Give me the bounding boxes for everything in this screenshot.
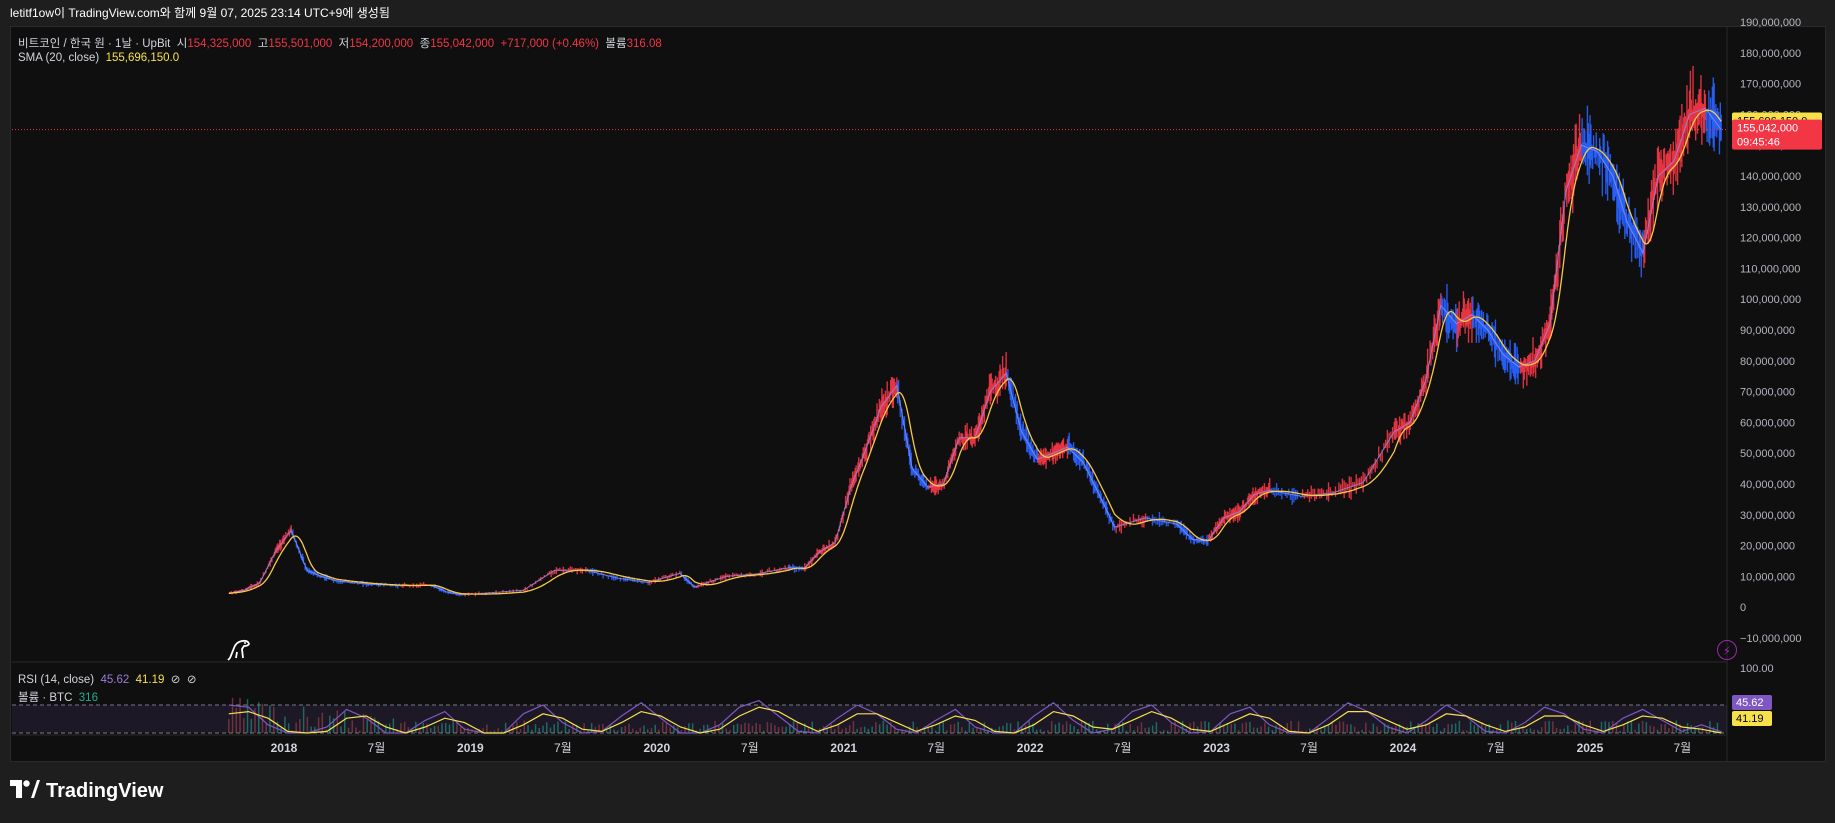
x-tick-label: 2023 [1203, 741, 1230, 755]
x-tick-label: 2022 [1017, 741, 1044, 755]
countdown-label: 09:45:46 [1737, 137, 1780, 149]
dino-icon[interactable] [226, 636, 252, 662]
y-tick-label: 100,000,000 [1740, 294, 1801, 306]
rsi-line [228, 699, 1722, 734]
x-tick-label: 7월 [927, 741, 945, 755]
symbol-title: 비트코인 / 한국 원 · 1날 · UpBit [18, 38, 171, 50]
y-tick-label: 30,000,000 [1740, 510, 1795, 522]
sma-legend[interactable]: SMA (20, close) 155,696,150.0 [18, 52, 179, 64]
rsi-label: RSI (14, close) [18, 674, 95, 686]
x-tick-label: 2018 [271, 741, 298, 755]
symbol-legend[interactable]: 비트코인 / 한국 원 · 1날 · UpBit 시154,325,000 고1… [18, 38, 662, 50]
y-tick-label: 90,000,000 [1740, 325, 1795, 337]
tradingview-brand[interactable]: TradingView [10, 780, 163, 803]
price-badge-label: 155,042,000 [1737, 123, 1798, 135]
y-tick-label: 20,000,000 [1740, 541, 1795, 553]
x-tick-label: 7월 [1300, 741, 1318, 755]
y-tick-label: 60,000,000 [1740, 417, 1795, 429]
y-tick-label: 70,000,000 [1740, 387, 1795, 399]
y-tick-label: 40,000,000 [1740, 479, 1795, 491]
x-tick-label: 2021 [830, 741, 857, 755]
x-tick-label: 7월 [368, 741, 386, 755]
x-tick-label: 2024 [1390, 741, 1417, 755]
open-value: 154,325,000 [187, 38, 252, 50]
volume-label: 볼륨 · BTC [18, 692, 73, 704]
x-tick-label: 7월 [554, 741, 572, 755]
x-tick-label: 7월 [1674, 741, 1692, 755]
chart-header: letitf1ow이 TradingView.com와 함께 9월 07, 20… [10, 6, 390, 20]
rsi-legend[interactable]: RSI (14, close) 45.62 41.19 ⊘ ⊘ [18, 672, 196, 686]
rsi-ma-badge-label: 41.19 [1736, 713, 1764, 725]
volume-legend-value: 316 [78, 692, 98, 704]
y-tick-label: 190,000,000 [1740, 17, 1801, 29]
x-tick-label: 7월 [1487, 741, 1505, 755]
hidden-icon[interactable]: ⊘ [186, 674, 197, 686]
y-tick-label: 170,000,000 [1740, 79, 1801, 91]
rsi-tick-label: 100.00 [1740, 663, 1774, 675]
x-tick-label: 7월 [1114, 741, 1132, 755]
x-tick-label: 2020 [643, 741, 670, 755]
x-tick-label: 7월 [741, 741, 759, 755]
rsi-ma-badge [1732, 711, 1772, 726]
high-value: 155,501,000 [268, 38, 333, 50]
y-tick-label: 0 [1740, 602, 1746, 614]
volume-legend[interactable]: 볼륨 · BTC 316 [18, 689, 98, 705]
y-tick-label: 120,000,000 [1740, 233, 1801, 245]
hidden-icon[interactable]: ⊘ [170, 674, 181, 686]
y-tick-label: 80,000,000 [1740, 356, 1795, 368]
sma-value: 155,696,150.0 [105, 52, 180, 64]
y-tick-label: 140,000,000 [1740, 171, 1801, 183]
rsi-badge [1732, 695, 1772, 710]
y-tick-label: 130,000,000 [1740, 202, 1801, 214]
rsi-value: 45.62 [100, 674, 130, 686]
y-tick-label: 180,000,000 [1740, 48, 1801, 60]
volume-value: 316.08 [626, 38, 662, 50]
brand-name: TradingView [46, 780, 164, 802]
sma-line [228, 109, 1722, 595]
tradingview-logo-icon [10, 780, 40, 803]
lightning-icon[interactable]: ⚡ [1717, 640, 1737, 660]
rsi-ma-line [228, 706, 1722, 734]
sma-label: SMA (20, close) [18, 52, 100, 64]
x-tick-label: 2025 [1577, 741, 1604, 755]
chart-frame[interactable] [10, 26, 1826, 762]
change-value: +717,000 (+0.46%) [500, 38, 599, 50]
y-tick-label: 50,000,000 [1740, 448, 1795, 460]
rsi-badge-label: 45.62 [1736, 697, 1764, 709]
price-badge [1732, 119, 1822, 150]
y-tick-label: 110,000,000 [1740, 263, 1800, 275]
x-tick-label: 2019 [457, 741, 484, 755]
close-value: 155,042,000 [430, 38, 495, 50]
rsi-ma-value: 41.19 [135, 674, 165, 686]
y-tick-label: 10,000,000 [1740, 571, 1795, 583]
low-value: 154,200,000 [349, 38, 414, 50]
y-tick-label: −10,000,000 [1740, 633, 1801, 645]
